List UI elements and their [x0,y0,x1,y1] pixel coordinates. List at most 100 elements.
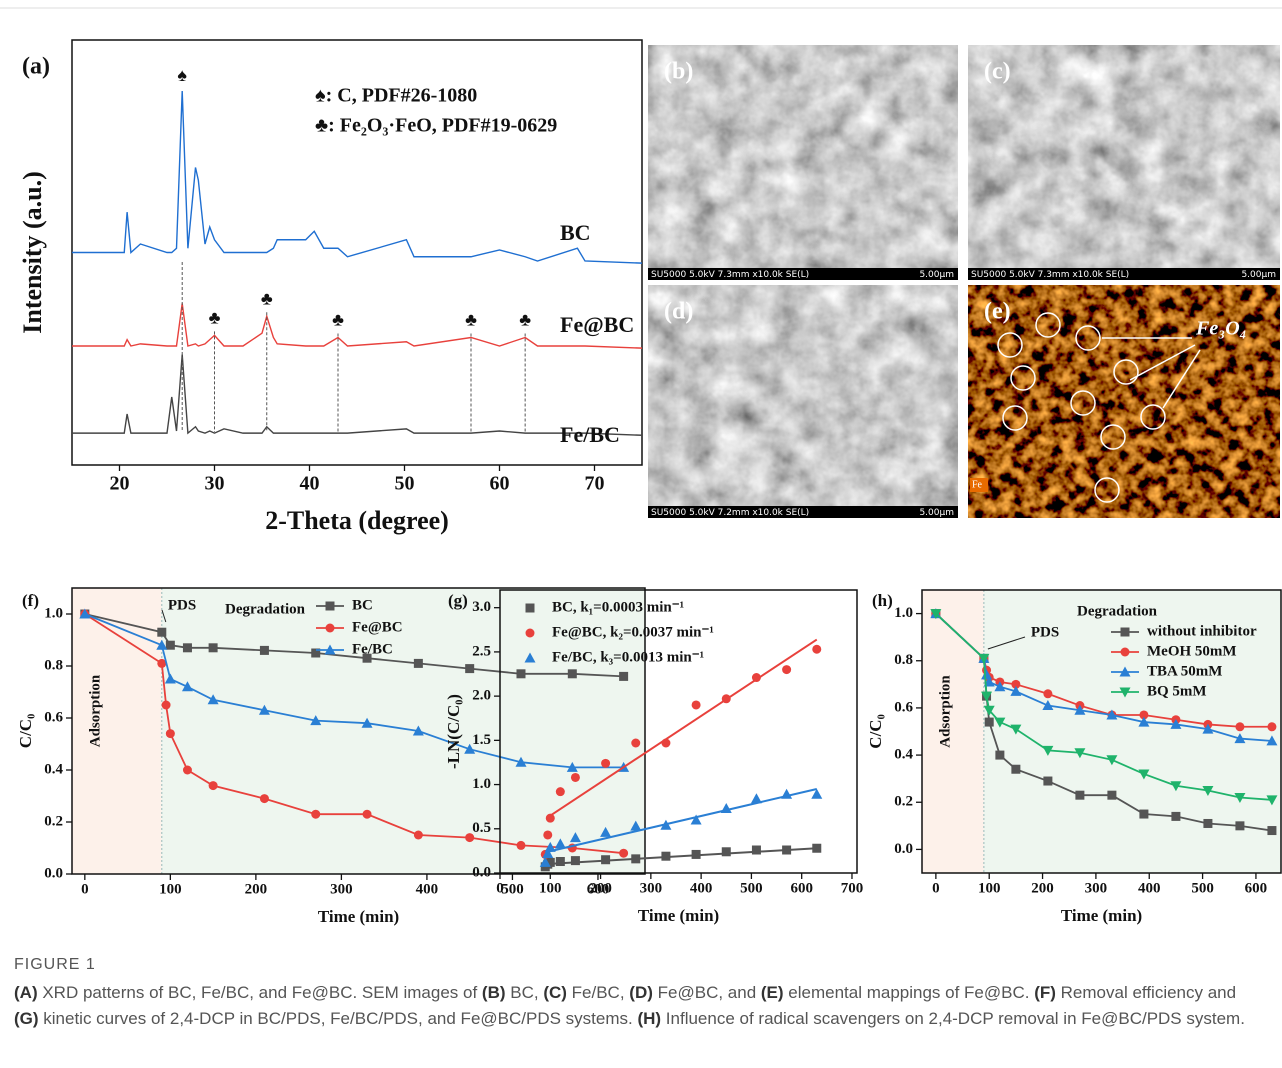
marker [601,759,610,768]
caption-segment: Removal efficiency and [1056,983,1236,1002]
x-tick-label: 300 [1085,880,1108,896]
x-tick-label: 100 [539,880,562,896]
x-axis-label: Time (min) [1061,906,1142,925]
marker [1043,777,1052,786]
x-tick-label: 200 [589,880,612,896]
caption-segment: (A) [14,983,38,1002]
marker [1107,791,1116,800]
panel-label: (d) [664,299,693,325]
x-tick-label: 200 [1031,880,1054,896]
sem-image [648,45,958,280]
y-tick-label: 1.0 [894,605,913,621]
y-tick-label: 0.2 [44,813,63,829]
x-tick-label: 500 [1191,880,1214,896]
caption-segment: (B) [482,983,506,1002]
caption-text: (A) XRD patterns of BC, Fe/BC, and Fe@BC… [14,980,1264,1032]
figure-title: FIGURE 1 [14,952,1264,978]
y-tick-label: 1.0 [472,776,491,792]
phase-label: Degradation [1077,603,1158,619]
legend-label: BC [352,597,373,613]
marker [209,781,218,790]
caption-segment: XRD patterns of BC, Fe/BC, and Fe@BC. SE… [38,983,482,1002]
y-tick-label: 0.2 [894,794,913,810]
panel-label: (e) [984,299,1011,325]
marker [157,628,166,637]
annotation: Fe₃O₄ [1195,318,1247,340]
caption-segment: kinetic curves of 2,4-DCP in BC/PDS, Fe/… [39,1009,638,1028]
marker [722,847,731,856]
x-tick-label: 40 [300,473,320,495]
marker [1171,812,1180,821]
x-tick-label: 60 [490,473,510,495]
marker [571,773,580,782]
marker [183,643,192,652]
marker [1267,826,1276,835]
marker [543,830,552,839]
panel-label: (a) [22,54,50,80]
y-tick-label: 2.5 [472,643,491,659]
y-axis-label: C/C₀ [16,714,35,748]
y-axis-label: Intensity (a.u.) [18,171,47,334]
x-tick-label: 0 [81,881,89,897]
marker [661,738,670,747]
caption-segment: Fe/BC, [567,983,629,1002]
marker [752,846,761,855]
caption-segment: BC, [506,983,544,1002]
marker [631,738,640,747]
x-tick-label: 600 [1245,880,1268,896]
marker [326,624,335,633]
event-label: PDS [1031,624,1059,640]
y-tick-label: 0.6 [44,709,63,725]
sem-scale: 5.00μm [1241,270,1276,280]
phase-label: Adsorption [87,674,103,747]
x-tick-label: 100 [978,880,1001,896]
x-tick-label: 50 [395,473,415,495]
x-axis-label: 2-Theta (degree) [265,506,449,535]
marker [183,766,192,775]
phase-label: Adsorption [937,675,953,748]
marker [722,694,731,703]
x-tick-label: 30 [205,473,225,495]
legend-label: TBA 50mM [1147,663,1222,679]
marker [556,857,565,866]
caption-segment: elemental mappings of Fe@BC. [784,983,1035,1002]
marker [995,751,1004,760]
caption: FIGURE 1 (A) XRD patterns of BC, Fe/BC, … [14,952,1264,1032]
x-tick-label: 100 [159,881,182,897]
sem-info: SU5000 5.0kV 7.3mm x10.0k SE(L) [651,270,809,280]
marker [692,850,701,859]
marker [1011,765,1020,774]
x-tick-label: 600 [790,880,813,896]
caption-segment: (F) [1034,983,1056,1002]
marker [812,844,821,853]
peak-symbol: ♣ [261,288,273,308]
x-tick-label: 400 [690,880,713,896]
sem-panels [648,45,1280,518]
page: (b)SU5000 5.0kV 7.3mm x10.0k SE(L)5.00μm… [0,0,1282,1068]
peak-symbol: ♠ [177,65,187,85]
y-tick-label: 1.0 [44,605,63,621]
legend-label: BQ 5mM [1147,683,1207,699]
y-tick-label: 0.5 [472,820,491,836]
panel-label: (h) [872,591,893,610]
legend-label: Fe@BC [352,619,403,635]
marker [1075,791,1084,800]
peak-symbol: ♣ [465,310,477,330]
series-label: Fe@BC [560,312,634,337]
panel-label: (f) [22,591,39,610]
marker [526,629,535,638]
marker [326,602,335,611]
marker [1267,722,1276,731]
marker [414,659,423,668]
marker [631,854,640,863]
caption-segment: (D) [629,983,653,1002]
caption-segment: (H) [637,1009,661,1028]
sem-image [648,285,958,518]
marker [601,855,610,864]
panel-label: (c) [984,59,1011,85]
legend-label: without inhibitor [1147,623,1257,639]
marker [812,645,821,654]
figure: (b)SU5000 5.0kV 7.3mm x10.0k SE(L)5.00μm… [0,0,1282,945]
legend-label: BC, k₁=0.0003 min⁻¹ [552,599,684,615]
y-axis-label: C/C₀ [866,714,885,748]
